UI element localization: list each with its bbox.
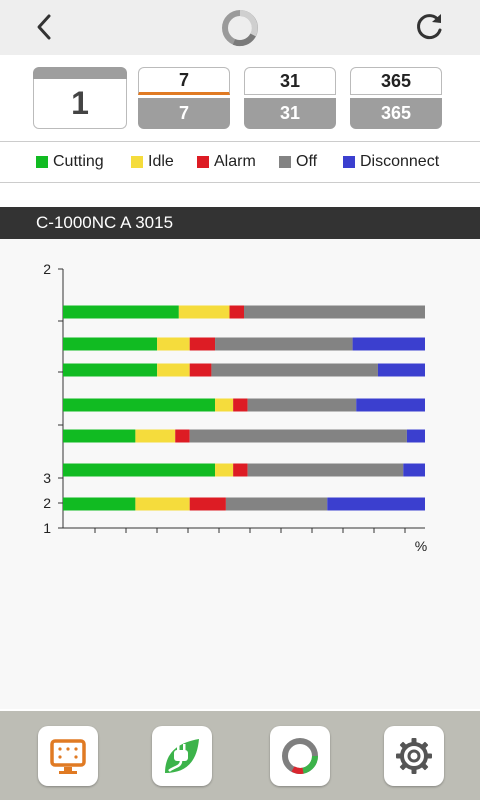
- bar-segment-idle: [157, 363, 190, 377]
- y-tick-label: 2: [43, 261, 51, 277]
- refresh-icon[interactable]: [414, 10, 446, 42]
- bar-segment-alarm: [189, 497, 226, 511]
- y-tick-label: 3: [43, 470, 51, 486]
- bar-segment-disconnect: [406, 429, 425, 443]
- legend-swatch: [343, 156, 355, 168]
- bar-segment-cutting: [63, 429, 136, 443]
- legend-swatch: [131, 156, 143, 168]
- status-legend: Cutting Idle Alarm Off Disconnect: [0, 141, 480, 183]
- bar-segment-alarm: [175, 429, 190, 443]
- bar-segment-cutting: [63, 337, 158, 351]
- monitor-icon: [50, 739, 86, 774]
- bar-segment-idle: [215, 463, 234, 477]
- monitor-nav-button[interactable]: [38, 726, 98, 786]
- status-nav-button[interactable]: [270, 726, 330, 786]
- period-selected-value: 1: [33, 79, 127, 129]
- bar-segment-off: [215, 337, 353, 351]
- bar-segment-alarm: [189, 337, 216, 351]
- legend-item-cutting: Cutting: [36, 153, 104, 171]
- bar-segment-idle: [178, 305, 230, 319]
- legend-swatch: [279, 156, 291, 168]
- period-button-7[interactable]: 7 7: [138, 67, 230, 129]
- bar-segment-disconnect: [352, 337, 425, 351]
- period-bottom-label: 365: [350, 98, 442, 129]
- settings-nav-button[interactable]: [384, 726, 444, 786]
- bar-segment-cutting: [63, 363, 158, 377]
- top-bar: [0, 0, 480, 55]
- machine-title-bar: C-1000NC A 3015: [0, 207, 480, 239]
- chevron-left-icon[interactable]: [30, 12, 60, 42]
- status-chart: 2 3 2 1%: [0, 239, 480, 709]
- ring-logo-icon: [220, 8, 260, 48]
- bar-segment-alarm: [233, 398, 248, 412]
- period-top-label: 31: [244, 67, 336, 95]
- legend-label: Idle: [148, 153, 174, 170]
- bar-segment-off: [189, 429, 407, 443]
- bar-segment-off: [247, 398, 357, 412]
- gear-icon: [396, 738, 432, 774]
- bar-segment-alarm: [189, 363, 212, 377]
- legend-item-alarm: Alarm: [197, 153, 256, 171]
- legend-label: Disconnect: [360, 153, 440, 170]
- bar-segment-off: [247, 463, 404, 477]
- y-tick-label: 1: [43, 520, 51, 536]
- period-selected-top: [33, 67, 127, 79]
- machine-name: C-1000NC A 3015: [36, 213, 174, 232]
- bar-segment-off: [244, 305, 425, 319]
- period-button-31[interactable]: 31 31: [244, 67, 336, 129]
- period-top-label: 365: [350, 67, 442, 95]
- y-tick-label: 2: [43, 495, 51, 511]
- legend-label: Cutting: [53, 153, 104, 170]
- bar-segment-disconnect: [403, 463, 425, 477]
- bottom-nav: [0, 711, 480, 800]
- bar-segment-disconnect: [377, 363, 425, 377]
- bar-segment-alarm: [229, 305, 244, 319]
- period-bottom-label: 7: [138, 98, 230, 129]
- bar-segment-cutting: [63, 463, 216, 477]
- eco-plug-icon: [165, 739, 199, 773]
- period-selected-1[interactable]: 1: [33, 67, 127, 129]
- bar-segment-off: [211, 363, 378, 377]
- stacked-bar-chart: 2 3 2 1%: [43, 261, 427, 554]
- energy-nav-button[interactable]: [152, 726, 212, 786]
- bar-segment-off: [225, 497, 328, 511]
- legend-item-disconnect: Disconnect: [343, 153, 439, 171]
- legend-item-idle: Idle: [131, 153, 174, 171]
- legend-label: Off: [296, 153, 318, 170]
- bar-segment-cutting: [63, 398, 216, 412]
- bar-segment-idle: [135, 497, 190, 511]
- period-bottom-label: 31: [244, 98, 336, 129]
- donut-chart-icon: [282, 738, 318, 774]
- bar-segment-idle: [215, 398, 234, 412]
- legend-label: Alarm: [214, 153, 256, 170]
- period-top-label: 7: [138, 67, 230, 95]
- legend-swatch: [36, 156, 48, 168]
- bar-segment-disconnect: [356, 398, 425, 412]
- period-selector: 1 7 7 31 31 365 365: [0, 55, 480, 140]
- bar-segment-cutting: [63, 305, 179, 319]
- bar-segment-disconnect: [327, 497, 425, 511]
- bar-segment-alarm: [233, 463, 248, 477]
- bar-segment-idle: [157, 337, 190, 351]
- period-button-365[interactable]: 365 365: [350, 67, 442, 129]
- bar-segment-idle: [135, 429, 176, 443]
- legend-item-off: Off: [279, 153, 317, 171]
- x-axis-label: %: [415, 538, 427, 554]
- bar-segment-cutting: [63, 497, 136, 511]
- legend-swatch: [197, 156, 209, 168]
